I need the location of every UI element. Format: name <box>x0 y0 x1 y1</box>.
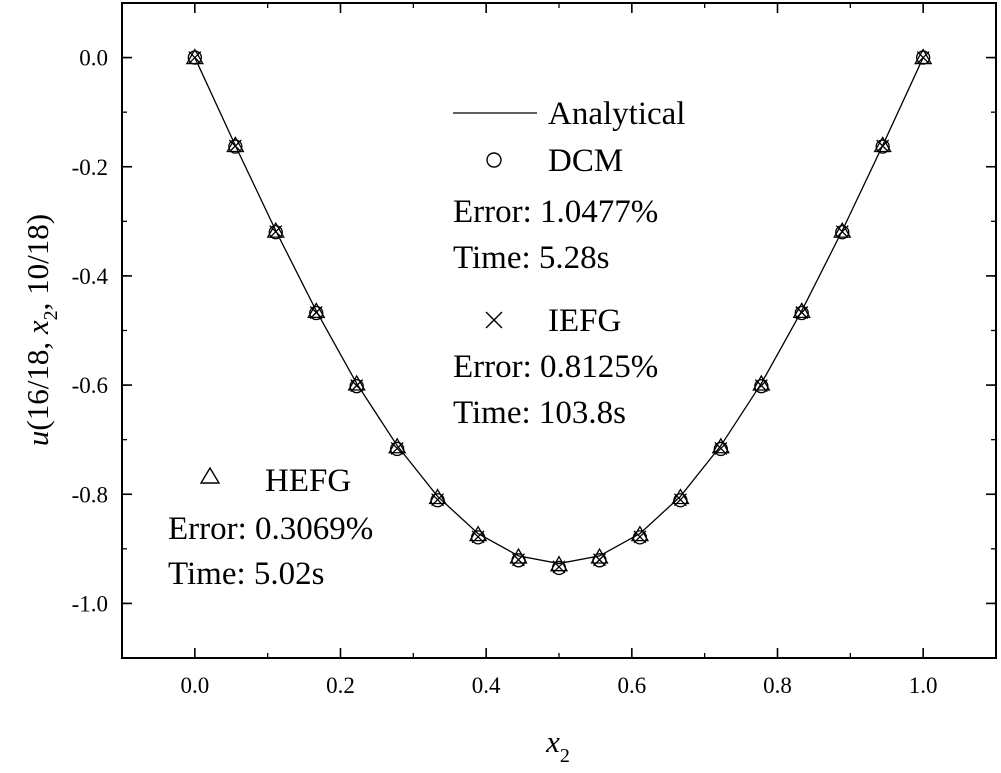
hefg-point <box>388 437 407 454</box>
x-tick-label: 0.8 <box>763 673 792 698</box>
iefg-point <box>876 139 890 153</box>
x-tick-label: 0.4 <box>472 673 501 698</box>
legend-label-hefg: HEFG <box>265 463 351 499</box>
legend-upper: Analytical DCM Error: 1.0477% Time: 5.28… <box>453 96 685 431</box>
hefg-point <box>226 136 245 153</box>
iefg-point <box>188 51 202 65</box>
hefg-point <box>671 488 690 505</box>
dcm-point <box>309 305 324 321</box>
x-axis-title: x2 <box>545 724 570 767</box>
legend-dcm-time: Time: 5.28s <box>453 240 610 276</box>
y-tick-label: -0.2 <box>72 155 108 180</box>
legend-dcm-error: Error: 1.0477% <box>453 194 658 230</box>
dcm-point <box>794 305 809 321</box>
hefg-point <box>347 374 366 391</box>
iefg-point <box>228 139 242 153</box>
y-tick-label: -0.8 <box>72 482 108 507</box>
hefg-point <box>428 488 447 505</box>
y-tick-label: 0.0 <box>79 46 108 71</box>
x-tick-label: 0.0 <box>180 673 209 698</box>
iefg-point <box>916 51 930 65</box>
hefg-point <box>266 221 285 238</box>
hefg-point <box>185 48 204 65</box>
iefg-point <box>835 225 849 239</box>
hefg-point <box>873 136 892 153</box>
legend-label-dcm: DCM <box>548 143 623 179</box>
hefg-point <box>752 374 771 391</box>
axis-ticks <box>121 2 997 659</box>
legend-cross-icon <box>485 311 503 329</box>
x-tick-label: 0.2 <box>326 673 355 698</box>
hefg-point <box>792 302 811 319</box>
legend-label-iefg: IEFG <box>548 303 621 339</box>
iefg-point <box>309 306 323 319</box>
y-tick-label: -0.6 <box>72 373 108 398</box>
hefg-point <box>549 555 569 572</box>
legend-iefg-error: Error: 0.8125% <box>453 349 658 385</box>
iefg-point <box>269 225 283 239</box>
dcm-point <box>875 139 890 154</box>
dcm-point <box>228 139 243 154</box>
legend-circle-icon <box>486 152 502 168</box>
hefg-point <box>509 547 528 564</box>
legend-label-analytical: Analytical <box>548 96 685 132</box>
x-tick-label: 1.0 <box>909 673 938 698</box>
y-tick-label: -0.4 <box>72 264 109 289</box>
dcm-point <box>268 225 283 240</box>
x-tick-label: 0.6 <box>617 673 646 698</box>
y-axis-title: u(16/18, x2, 10/18) <box>20 214 62 446</box>
hefg-point <box>630 525 650 542</box>
iefg-point <box>795 306 809 319</box>
hefg-point <box>833 221 852 238</box>
legend-hefg-time: Time: 5.02s <box>168 556 325 592</box>
dcm-point <box>835 225 850 240</box>
hefg-point <box>711 437 730 454</box>
hefg-point <box>914 48 933 65</box>
legend-lower: HEFG Error: 0.3069% Time: 5.02s <box>168 463 373 592</box>
hefg-point <box>307 302 326 319</box>
series-line-analytical <box>194 57 924 565</box>
legend-iefg-time: Time: 103.8s <box>453 395 626 431</box>
legend-hefg-error: Error: 0.3069% <box>168 511 373 547</box>
axis-tick-labels: 0.0 0.2 0.4 0.6 0.8 1.0 0.0 -0.2 -0.4 -0.6 -0.8 -1.… <box>72 46 938 698</box>
y-tick-label: -1.0 <box>72 591 108 616</box>
hefg-point <box>590 547 609 564</box>
legend-triangle-icon <box>199 466 221 484</box>
hefg-point <box>468 525 488 542</box>
series-markers <box>185 48 933 576</box>
